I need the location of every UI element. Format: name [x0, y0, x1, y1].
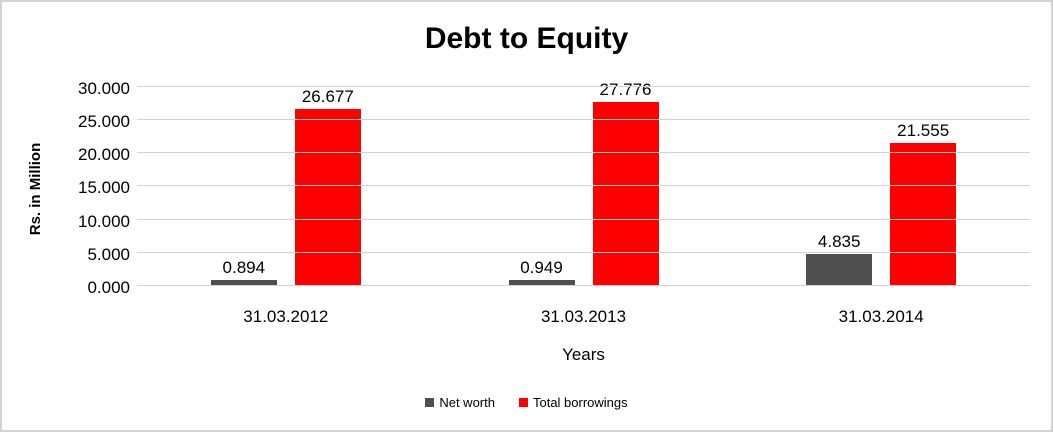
bar-group: 0.949 27.776 [435, 80, 733, 286]
category-label: 31.03.2014 [838, 307, 924, 326]
legend-marker [518, 398, 528, 407]
gridline [137, 285, 1030, 286]
chart-title: Debt to Equity [424, 22, 629, 55]
data-label: 27.776 [599, 80, 652, 99]
y-tick-label: 10.000 [78, 212, 130, 231]
gridline [137, 252, 1030, 253]
x-axis-title: Years [562, 345, 605, 364]
category-label: 31.03.2013 [540, 307, 627, 326]
x-axis: 31.03.2012 31.03.2013 31.03.2014 [137, 307, 1030, 327]
y-tick-label: 15.000 [78, 178, 130, 197]
gridline [137, 86, 1030, 87]
bar-net-worth [806, 254, 873, 286]
bar-group: 0.894 26.677 [137, 87, 435, 286]
y-axis-title: Rs. in Million [27, 142, 44, 236]
bar-wrap: 4.835 [806, 232, 873, 286]
bar-groups: 0.894 26.677 0.949 27.776 4.835 21.555 [137, 80, 1030, 286]
bar-net-worth [210, 280, 277, 286]
y-tick-label: 0.000 [87, 278, 130, 297]
gridline [137, 152, 1030, 153]
bar-wrap: 0.894 [210, 258, 277, 286]
legend-marker [425, 398, 435, 407]
legend: Net worth Total borrowings [2, 395, 1051, 410]
plot-area: 0.894 26.677 0.949 27.776 4.835 21.555 [137, 80, 1030, 286]
y-tick-label: 5.000 [87, 245, 130, 264]
legend-label: Net worth [439, 395, 495, 410]
y-axis: 0.000 5.000 10.000 15.000 20.000 25.000 30.000 [55, 80, 130, 297]
data-label: 4.835 [817, 232, 861, 251]
bar-wrap: 26.677 [294, 87, 361, 286]
data-label: 0.949 [520, 258, 563, 277]
bar-wrap: 21.555 [890, 121, 957, 286]
bar-wrap: 0.949 [508, 258, 575, 286]
gridline [137, 185, 1030, 186]
gridline [137, 219, 1030, 220]
gridline [137, 119, 1030, 120]
bar-net-worth [508, 280, 575, 286]
legend-item-total-borrowings: Total borrowings [518, 395, 628, 410]
bar-total-borrowings [294, 109, 361, 286]
bar-group: 4.835 21.555 [732, 87, 1030, 286]
y-tick-label: 25.000 [78, 112, 130, 131]
bar-total-borrowings [592, 102, 659, 286]
legend-item-net-worth: Net worth [425, 395, 495, 410]
bar-total-borrowings [890, 143, 957, 286]
data-label: 26.677 [301, 87, 354, 106]
bar-wrap: 27.776 [592, 80, 659, 286]
legend-label: Total borrowings [532, 395, 628, 410]
data-label: 0.894 [222, 258, 266, 277]
category-label: 31.03.2012 [243, 307, 329, 326]
y-tick-label: 30.000 [78, 79, 130, 98]
y-tick-label: 20.000 [78, 145, 130, 164]
data-label: 21.555 [897, 121, 950, 140]
